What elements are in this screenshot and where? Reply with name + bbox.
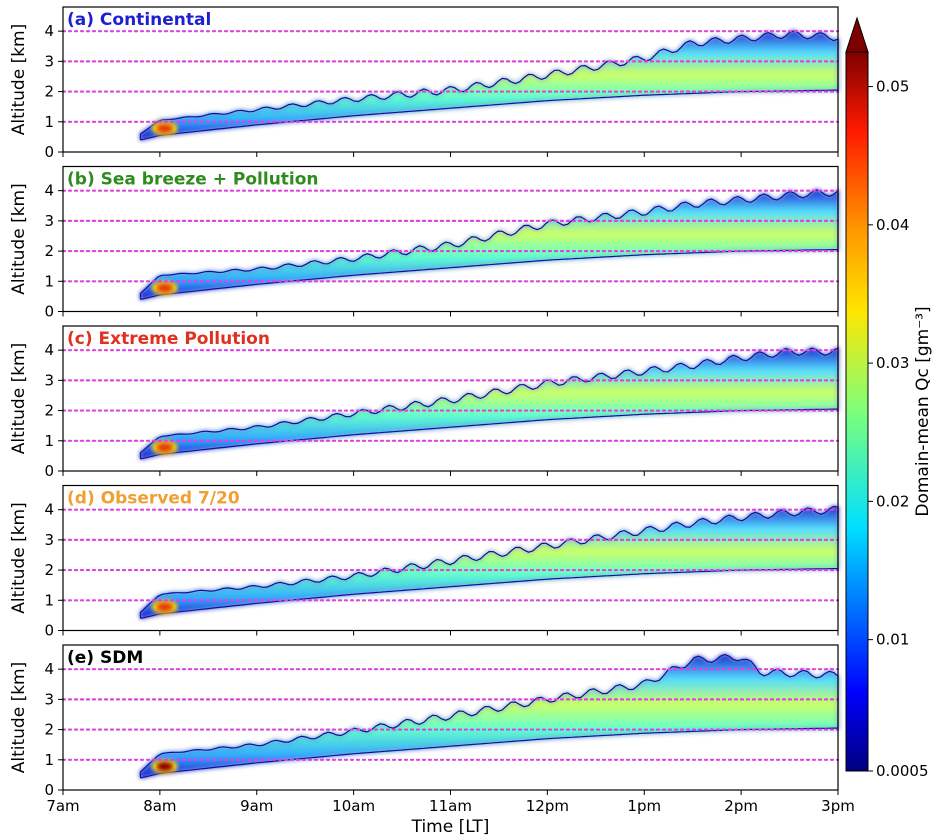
- y-tick-label: 4: [44, 22, 54, 40]
- panel-title: (d) Observed 7/20: [67, 489, 240, 509]
- y-tick-label: 1: [44, 272, 54, 290]
- y-tick-label: 4: [44, 501, 54, 519]
- x-tick-label: 9am: [240, 797, 273, 815]
- x-tick-label: 1pm: [627, 797, 661, 815]
- y-axis-label: Altitude [km]: [9, 502, 29, 614]
- colorbar-tick-label: 0.0005: [876, 762, 929, 780]
- y-tick-label: 1: [44, 751, 54, 769]
- colorbar-extend-arrow: [845, 16, 869, 53]
- y-tick-label: 0: [44, 622, 54, 640]
- panels-layer: 0 1 2 3 4 Altitude [km] (a) Continental 0 1 2 3 4 Al…: [9, 6, 840, 799]
- y-tick-label: 3: [44, 52, 54, 70]
- colorbar-tick-label: 0.04: [876, 216, 909, 234]
- panel-title: (a) Continental: [67, 10, 211, 30]
- y-tick-label: 4: [44, 341, 54, 359]
- y-tick-label: 0: [44, 462, 54, 480]
- x-tick-label: 11am: [429, 797, 472, 815]
- y-tick-label: 2: [44, 83, 54, 101]
- colorbar: 0.0005 0.01 0.02 0.03 0.04 0.05 Domain-mean Qc…: [845, 16, 933, 780]
- colorbar-tick-label: 0.02: [876, 492, 909, 510]
- y-tick-label: 1: [44, 113, 54, 131]
- y-tick-label: 3: [44, 212, 54, 230]
- colorbar-tick-label: 0.01: [876, 631, 909, 649]
- x-tick-label: 2pm: [724, 797, 758, 815]
- y-tick-label: 0: [44, 303, 54, 321]
- y-tick-label: 2: [44, 561, 54, 579]
- qc-core: [156, 761, 173, 771]
- y-tick-label: 1: [44, 591, 54, 609]
- qc-core: [156, 283, 173, 293]
- y-tick-label: 4: [44, 182, 54, 200]
- panel-title: (e) SDM: [67, 648, 143, 668]
- y-axis-label: Altitude [km]: [9, 24, 29, 136]
- y-tick-label: 3: [44, 371, 54, 389]
- colorbar-label: Domain-mean Qc [gm⁻³]: [913, 306, 933, 516]
- y-tick-label: 3: [44, 690, 54, 708]
- x-tick-label: 7am: [46, 797, 79, 815]
- y-tick-label: 2: [44, 721, 54, 739]
- y-tick-label: 4: [44, 660, 54, 678]
- y-axis-label: Altitude [km]: [9, 183, 29, 295]
- shared-x-axis: 7am 8am 9am 10am 11am 12pm 1pm 2pm 3pm Time [LT]: [46, 797, 855, 836]
- colorbar-tick-label: 0.05: [876, 78, 909, 96]
- panel-title: (c) Extreme Pollution: [67, 329, 270, 349]
- y-tick-label: 1: [44, 432, 54, 450]
- panel-3: 0 1 2 3 4 Altitude [km] (d) Observed 7/20: [9, 484, 840, 640]
- x-tick-label: 3pm: [821, 797, 855, 815]
- colorbar-ramp: [845, 51, 869, 772]
- x-tick-label: 10am: [332, 797, 375, 815]
- panel-title: (b) Sea breeze + Pollution: [67, 170, 319, 190]
- qc-core: [156, 123, 173, 133]
- y-tick-label: 3: [44, 531, 54, 549]
- qc-core: [156, 442, 173, 452]
- x-tick-label: 8am: [143, 797, 176, 815]
- colorbar-tick-label: 0.03: [876, 354, 909, 372]
- y-axis-label: Altitude [km]: [9, 343, 29, 455]
- y-tick-label: 0: [44, 143, 54, 161]
- y-tick-label: 0: [44, 781, 54, 799]
- y-axis-label: Altitude [km]: [9, 662, 29, 774]
- panel-2: 0 1 2 3 4 Altitude [km] (c) Extreme Pollution: [9, 325, 840, 480]
- y-tick-label: 2: [44, 402, 54, 420]
- y-tick-label: 2: [44, 242, 54, 260]
- x-axis-label: Time [LT]: [411, 817, 490, 836]
- panel-0: 0 1 2 3 4 Altitude [km] (a) Continental: [9, 6, 840, 161]
- panel-4: 0 1 2 3 4 Altitude [km] (e) SDM: [9, 644, 840, 799]
- x-tick-label: 12pm: [526, 797, 569, 815]
- qc-core: [156, 602, 173, 612]
- panel-1: 0 1 2 3 4 Altitude [km] (b) Sea breeze + Pollu…: [9, 165, 840, 321]
